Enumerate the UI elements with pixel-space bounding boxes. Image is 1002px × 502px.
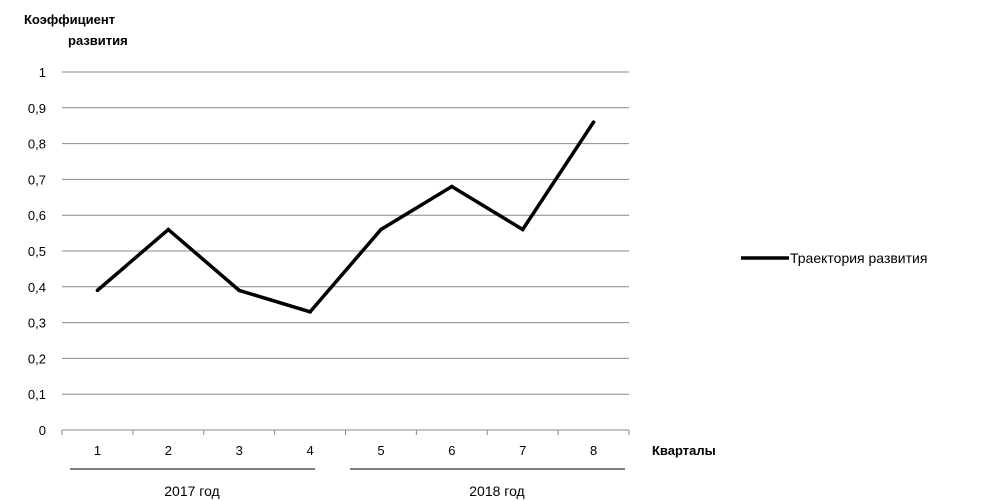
x-tick-label: 8 xyxy=(590,443,597,458)
group-label-2017: 2017 год xyxy=(164,483,219,499)
data-point xyxy=(308,310,312,314)
x-tick-label: 3 xyxy=(236,443,243,458)
group-label-2018: 2018 год xyxy=(469,483,524,499)
data-point xyxy=(591,120,596,124)
x-tick-marks xyxy=(61,430,630,435)
series-points xyxy=(95,120,596,314)
y-tick-label: 0,2 xyxy=(28,351,46,366)
series-line-trajectory xyxy=(96,121,596,314)
legend-label: Траектория развития xyxy=(790,250,927,266)
y-tick-label: 0 xyxy=(39,423,46,438)
x-tick-label: 7 xyxy=(519,443,526,458)
y-tick-label: 0,1 xyxy=(28,387,46,402)
y-tick-label: 0,6 xyxy=(28,208,46,223)
x-tick-label: 6 xyxy=(448,443,455,458)
x-tick-label: 1 xyxy=(94,443,101,458)
x-tick-label: 2 xyxy=(165,443,172,458)
gridlines xyxy=(62,71,629,431)
y-tick-label: 0,4 xyxy=(28,280,46,295)
data-point xyxy=(237,288,241,293)
y-tick-label: 0,9 xyxy=(28,101,46,116)
y-tick-label: 1 xyxy=(39,65,46,80)
y-tick-label: 0,5 xyxy=(28,244,46,259)
y-tick-label: 0,8 xyxy=(28,137,46,152)
data-point xyxy=(166,227,171,232)
y-axis-title-line-2: развития xyxy=(68,33,128,48)
data-point xyxy=(450,184,454,189)
data-point xyxy=(379,227,383,232)
y-tick-label: 0,3 xyxy=(28,316,46,331)
x-tick-label: 5 xyxy=(377,443,384,458)
y-tick-label: 0,7 xyxy=(28,172,46,187)
x-tick-label: 4 xyxy=(306,443,313,458)
x-tick-labels: 1 2 3 4 5 6 7 8 xyxy=(94,443,597,458)
data-point xyxy=(95,288,100,293)
y-axis-title-line-1: Коэффициент xyxy=(24,12,115,27)
y-tick-labels: 0 0,1 0,2 0,3 0,4 0,5 0,6 0,7 0,8 0,9 1 xyxy=(28,65,46,438)
x-axis-title: Кварталы xyxy=(652,443,716,458)
data-point xyxy=(520,227,525,232)
legend: Траектория развития xyxy=(741,250,927,266)
